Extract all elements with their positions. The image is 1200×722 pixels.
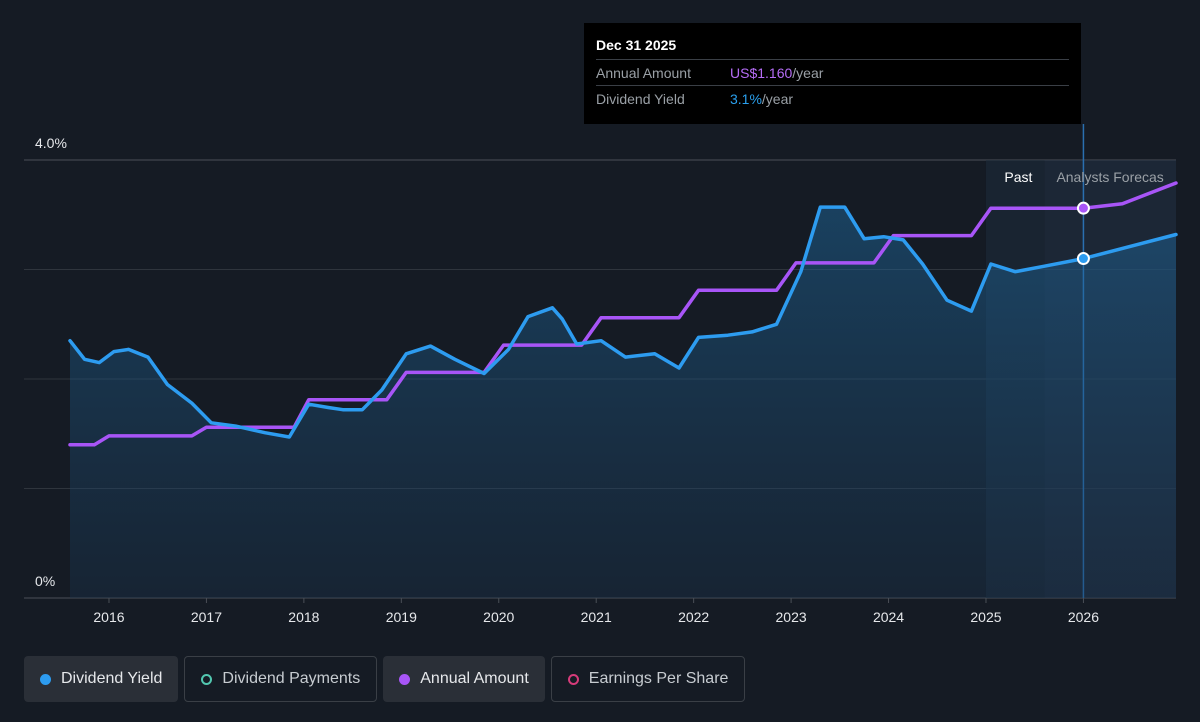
tooltip-annual-unit: /year: [792, 64, 824, 81]
legend-earnings-per-share[interactable]: Earnings Per Share: [550, 656, 746, 702]
annual-amount-marker: [1076, 201, 1090, 215]
legend-annual-amount[interactable]: Annual Amount: [383, 656, 545, 702]
legend-annual-amount-label: Annual Amount: [420, 670, 529, 687]
legend-dividend-yield[interactable]: Dividend Yield: [24, 656, 179, 702]
x-axis-labels: 2016 2017 2018 2019 2020 2021 2022 2023 2024 2025…: [93, 598, 1099, 625]
series-lines: [68, 181, 1178, 598]
zone-label-forecast: Analysts Forecas: [1056, 169, 1163, 185]
x-tick-label: 2017: [191, 609, 222, 625]
x-tick-label: 2024: [873, 609, 904, 625]
legend: Dividend Yield Dividend Payments Annual …: [24, 656, 746, 702]
legend-earnings-per-share-dot: [567, 673, 579, 685]
dividend-yield-line: [68, 205, 1178, 439]
x-tick-label: 2019: [386, 609, 417, 625]
legend-dividend-yield-label: Dividend Yield: [61, 670, 163, 687]
zone-label-past: Past: [1004, 169, 1032, 185]
legend-annual-amount-dot: [399, 673, 411, 685]
y-axis-labels: 4.0% 0%: [35, 135, 67, 589]
x-tick-label: 2023: [776, 609, 807, 625]
highlight-markers: [1076, 201, 1090, 266]
tooltip-yield-row: Dividend Yield 3.1%/year: [596, 85, 1069, 111]
dividend-yield-marker: [1076, 252, 1090, 266]
x-tick-label: 2021: [581, 609, 612, 625]
x-tick-label: 2016: [93, 609, 124, 625]
legend-dividend-payments[interactable]: Dividend Payments: [184, 656, 378, 702]
tooltip-annual-value: US$1.160: [730, 64, 793, 81]
legend-dividend-payments-dot: [201, 673, 213, 685]
tooltip-date: Dec 31 2025: [596, 37, 677, 53]
annual-amount-line: [68, 181, 1178, 447]
y-label-bottom: 0%: [35, 573, 55, 589]
x-tick-label: 2022: [678, 609, 709, 625]
legend-dividend-yield-dot: [40, 673, 51, 685]
x-tick-label: 2026: [1068, 609, 1099, 625]
x-tick-label: 2025: [970, 609, 1001, 625]
tooltip-yield-unit: /year: [761, 90, 794, 107]
legend-dividend-payments-label: Dividend Payments: [222, 670, 361, 687]
tooltip-annual-label: Annual Amount: [596, 64, 691, 81]
x-tick-label: 2018: [288, 609, 319, 625]
x-tick-label: 2020: [483, 609, 514, 625]
legend-earnings-per-share-label: Earnings Per Share: [588, 670, 729, 687]
dividend-yield-area: [70, 207, 1176, 598]
tooltip-yield-label: Dividend Yield: [596, 90, 685, 107]
tooltip-yield-value: 3.1%: [730, 90, 762, 107]
y-label-top: 4.0%: [35, 135, 67, 151]
tooltip: Dec 31 2025 Annual Amount US$1.160/year …: [584, 23, 1081, 124]
tooltip-annual-row: Annual Amount US$1.160/year: [596, 59, 1069, 85]
